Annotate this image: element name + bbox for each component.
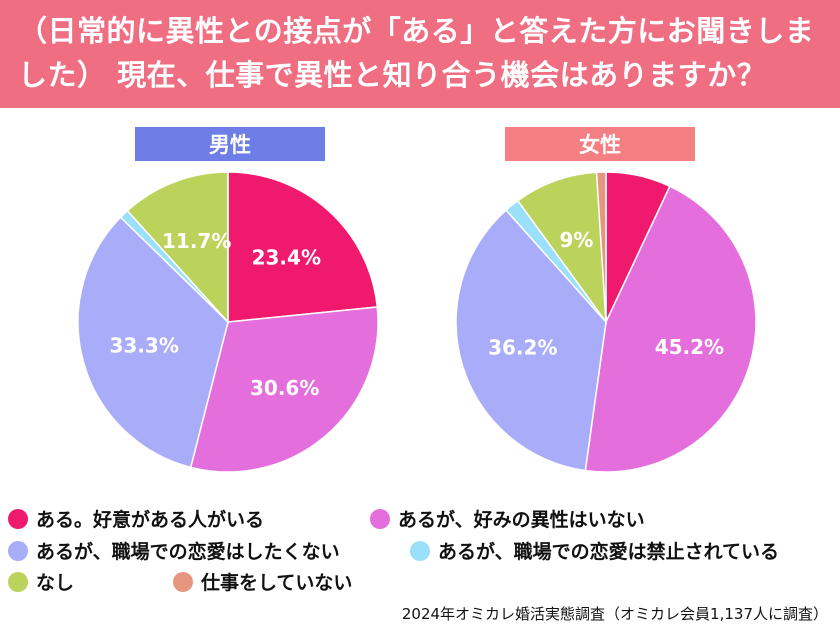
male-pie-slice [77, 216, 229, 469]
male-pie-slice [227, 171, 379, 323]
pie-chart-female: 45.2% 36.2% 9% [455, 171, 757, 473]
legend-item: なし [8, 568, 74, 595]
legend-item: あるが、職場での恋愛は禁止されている [410, 537, 779, 564]
male-pie-data-label: 23.4% [252, 246, 321, 270]
legend-item: あるが、好みの異性はいない [370, 505, 645, 532]
chart-title-female: 女性 [505, 127, 695, 161]
legend-swatch [8, 571, 28, 592]
legend-swatch [370, 508, 390, 529]
legend-label: ある。好意がある人がいる [36, 509, 265, 531]
source-note: 2024年オミカレ婚活実態調査（オミカレ会員1,137人に調査） [401, 605, 828, 623]
legend-swatch [8, 540, 28, 561]
chart-title-male: 男性 [135, 127, 325, 161]
legend-label: なし [36, 572, 75, 594]
female-pie-slice [516, 171, 607, 325]
male-pie-slice [189, 306, 379, 473]
legend-label: あるが、職場での恋愛は禁止されている [438, 541, 780, 563]
male-pie-data-label: 33.3% [110, 334, 179, 358]
female-pie-data-label: 9% [560, 228, 594, 252]
header-banner: （日常的に異性との接点が「ある」と答えた方にお聞きしました） 現在、仕事で異性と… [0, 0, 840, 108]
legend-label: あるが、好みの異性はいない [398, 509, 645, 531]
female-pie-data-label: 45.2% [655, 335, 724, 359]
pie-chart-male: 23.4% 30.6% 33.3% 11.7% [77, 171, 379, 473]
female-pie-data-label: 36.2% [488, 335, 557, 359]
legend-item: ある。好意がある人がいる [8, 505, 264, 532]
female-pie-slice [595, 171, 607, 323]
legend: ある。好意がある人がいる あるが、好みの異性はいない あるが、職場での恋愛はした… [8, 500, 840, 600]
female-pie-slice [584, 185, 757, 473]
legend-swatch [8, 508, 28, 529]
female-pie-slice [455, 209, 607, 472]
legend-swatch [173, 571, 193, 592]
legend-swatch [410, 540, 430, 561]
legend-item: あるが、職場での恋愛はしたくない [8, 537, 340, 564]
male-pie-data-label: 11.7% [162, 229, 231, 253]
male-pie-slice [126, 171, 229, 324]
legend-label: 仕事をしていない [201, 572, 353, 594]
male-pie-data-label: 30.6% [250, 376, 319, 400]
legend-item: 仕事をしていない [173, 568, 352, 595]
legend-label: あるが、職場での恋愛はしたくない [36, 541, 340, 563]
page-title: （日常的に異性との接点が「ある」と答えた方にお聞きしました） 現在、仕事で異性と… [18, 14, 815, 92]
